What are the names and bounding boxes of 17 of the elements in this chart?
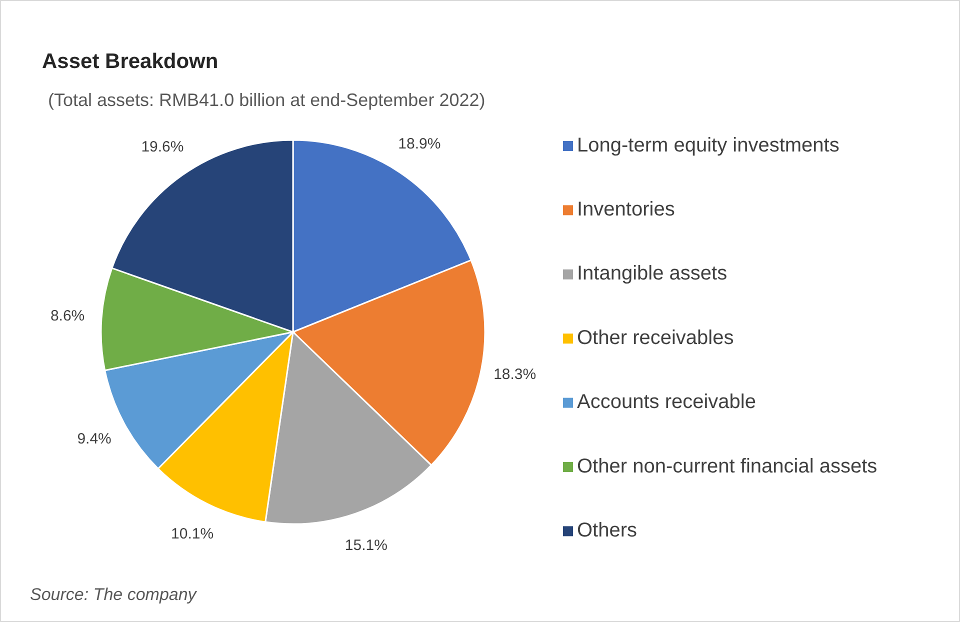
data-label: 18.9% — [398, 136, 441, 153]
legend-label: Other non-current financial assets — [577, 455, 878, 478]
data-label: 10.1% — [171, 525, 214, 542]
data-label: 8.6% — [50, 307, 85, 324]
legend-label: Inventories — [577, 198, 675, 220]
legend-label: Accounts receivable — [577, 391, 756, 414]
chart-title: Asset Breakdown — [42, 50, 218, 73]
data-label: 19.6% — [141, 138, 184, 156]
legend-label: Other receivables — [577, 326, 734, 349]
data-label: 18.3% — [494, 366, 536, 384]
legend-label: Others — [577, 519, 638, 542]
data-label: 9.4% — [77, 430, 112, 448]
data-label: 15.1% — [344, 536, 388, 554]
legend-label: Intangible assets — [577, 262, 728, 285]
legend-label: Long-term equity investments — [577, 134, 840, 156]
source-note: Source: The company — [30, 585, 198, 604]
chart-subtitle: (Total assets: RMB41.0 billion at end-September 2022) — [48, 90, 486, 110]
